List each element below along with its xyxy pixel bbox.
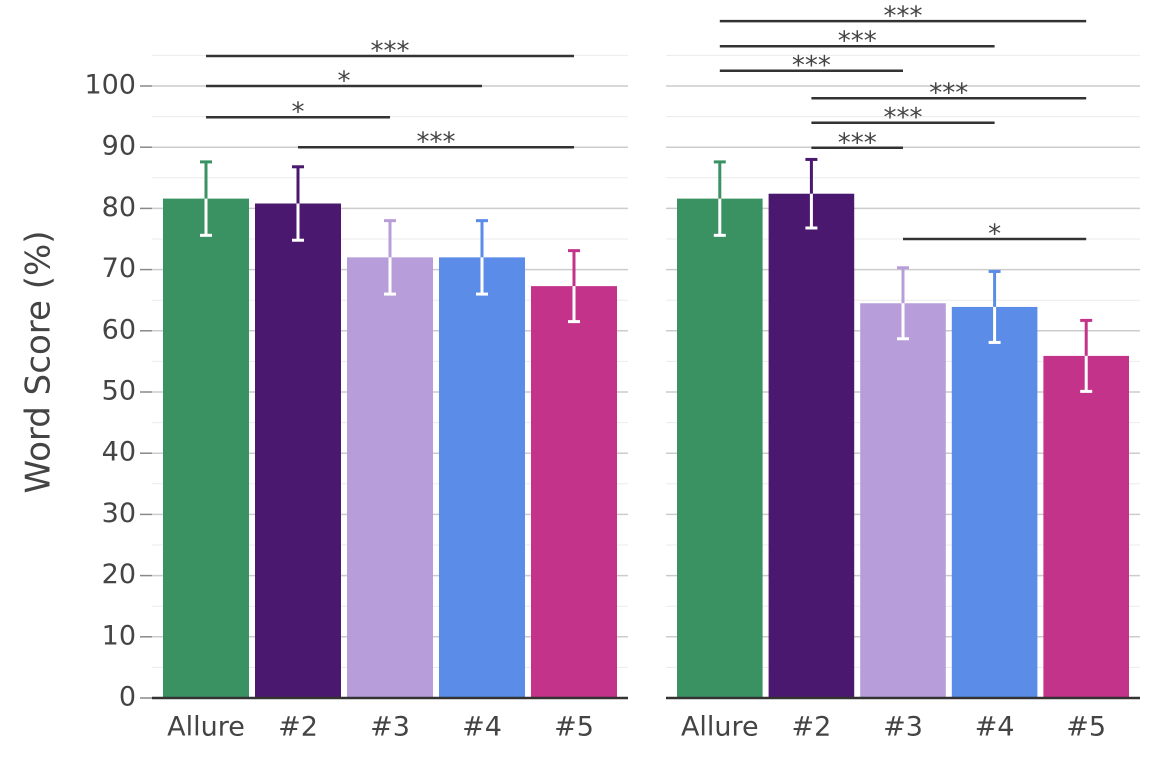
y-tick-label: 50	[102, 376, 136, 407]
x-tick-label: #3	[370, 712, 410, 743]
bar	[860, 303, 946, 698]
significance-label: ***	[884, 103, 923, 133]
y-axis-label: Word Score (%)	[19, 230, 59, 493]
bar	[439, 257, 525, 698]
y-tick-label: 40	[102, 437, 136, 468]
y-tick-label: 90	[102, 131, 136, 162]
x-tick-label: Allure	[681, 712, 759, 743]
significance-label: *	[338, 67, 351, 97]
y-tick-label: 100	[84, 70, 136, 101]
bar	[1043, 355, 1129, 698]
x-tick-label: #5	[1066, 712, 1106, 743]
bar	[951, 306, 1038, 698]
x-tick-label: #4	[462, 712, 502, 743]
bar	[677, 198, 763, 698]
x-tick-label: #3	[883, 712, 923, 743]
y-tick-label: 70	[102, 253, 136, 284]
x-tick-label: #2	[791, 712, 831, 743]
significance-label: *	[988, 220, 1001, 250]
significance-label: *	[292, 98, 305, 128]
significance-label: ***	[792, 51, 831, 81]
bar	[255, 203, 341, 698]
significance-label: ***	[417, 128, 456, 158]
x-tick-label: #2	[278, 712, 318, 743]
bar	[347, 257, 433, 698]
significance-label: ***	[838, 27, 877, 57]
bar	[163, 198, 249, 698]
x-tick-label: #4	[975, 712, 1015, 743]
significance-label: ***	[929, 79, 968, 109]
significance-label: ***	[838, 128, 877, 158]
y-tick-label: 10	[102, 620, 136, 651]
bar	[531, 286, 617, 698]
y-tick-label: 30	[102, 498, 136, 529]
significance-label: ***	[884, 2, 923, 32]
x-tick-label: #5	[554, 712, 594, 743]
y-tick-label: 60	[102, 314, 136, 345]
x-tick-label: Allure	[167, 712, 245, 743]
bar	[768, 193, 855, 698]
y-tick-label: 20	[102, 559, 136, 590]
significance-label: ***	[371, 37, 410, 67]
y-tick-label: 0	[119, 682, 136, 713]
y-tick-label: 80	[102, 192, 136, 223]
